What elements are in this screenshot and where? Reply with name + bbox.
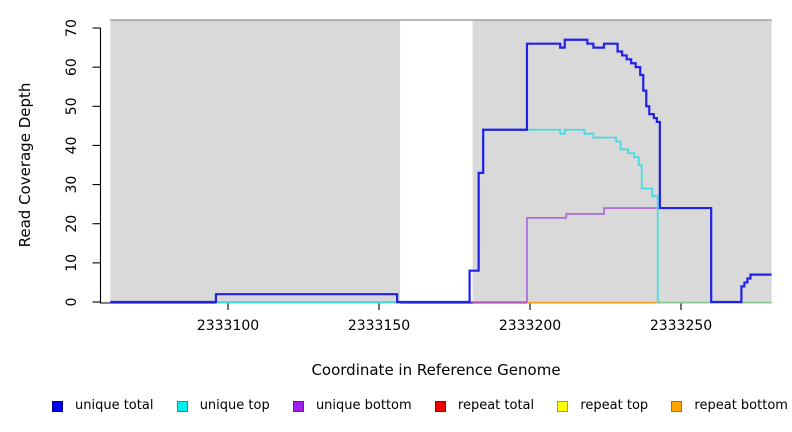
- x-tick-label: 2333250: [650, 318, 712, 334]
- legend-label: unique top: [199, 398, 270, 413]
- legend-label: repeat top: [580, 398, 649, 413]
- legend-swatch-icon: [671, 400, 683, 412]
- legend-label: repeat bottom: [694, 398, 788, 413]
- coverage-plot: 2333100 2333150 2333200 2333250 0 10 20 30 40 50 6…: [16, 19, 772, 379]
- legend-label: repeat total: [457, 398, 535, 413]
- axis-layer: 2333100 2333150 2333200 2333250 0 10 20 30 40 50 6…: [64, 19, 772, 334]
- legend: unique total unique top unique bottom repea…: [52, 397, 788, 415]
- legend-item-repeat-top: repeat top: [557, 397, 648, 415]
- legend-swatch-icon: [557, 400, 569, 412]
- legend-item-unique-top: unique top: [176, 397, 270, 415]
- legend-item-repeat-total: repeat total: [434, 397, 535, 415]
- legend-swatch-icon: [434, 400, 446, 412]
- x-tick-label: 2333100: [197, 318, 259, 334]
- legend-item-unique-bottom: unique bottom: [292, 397, 412, 415]
- y-tick-label: 30: [64, 176, 80, 194]
- x-tick-label: 2333150: [348, 318, 410, 334]
- shaded-region: [110, 20, 401, 303]
- legend-swatch-icon: [52, 400, 63, 412]
- shaded-region: [472, 20, 772, 303]
- y-axis-title: Read Coverage Depth: [16, 83, 34, 248]
- legend-label: unique bottom: [315, 398, 412, 413]
- y-tick-label: 70: [64, 19, 80, 37]
- legend-label: unique total: [75, 398, 154, 413]
- legend-swatch-icon: [292, 400, 304, 412]
- series-line-unique-total: [110, 38, 772, 304]
- legend-item-repeat-bottom: repeat bottom: [671, 397, 788, 415]
- y-tick-label: 50: [64, 97, 80, 115]
- x-axis-title: Coordinate in Reference Genome: [311, 361, 560, 379]
- series-layer: [110, 38, 772, 304]
- legend-item-unique-total: unique total: [52, 397, 153, 415]
- y-tick-label: 10: [64, 254, 80, 272]
- y-tick-label: 20: [64, 215, 80, 233]
- y-tick-label: 0: [64, 298, 80, 307]
- y-tick-label: 60: [64, 58, 80, 76]
- x-tick-label: 2333200: [499, 318, 561, 334]
- legend-swatch-icon: [176, 400, 188, 412]
- y-tick-label: 40: [64, 137, 80, 155]
- plot-background-layer: [110, 19, 772, 303]
